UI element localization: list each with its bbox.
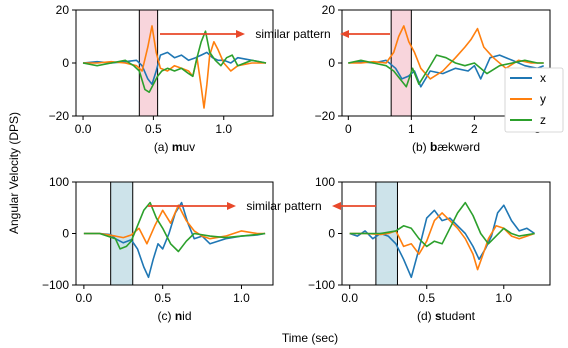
x-tick-label: 1: [408, 122, 415, 136]
annotation-label: similar pattern: [255, 27, 330, 41]
series-group: [83, 201, 266, 279]
series-line-z: [349, 201, 535, 248]
highlight-band: [390, 9, 412, 117]
caption-bold: s: [435, 309, 442, 323]
series-line-y: [83, 25, 266, 109]
series-line-x: [82, 51, 267, 85]
legend-box: [504, 67, 564, 133]
series-line-z: [348, 54, 544, 88]
x-tick-label: 0.5: [145, 122, 162, 136]
highlight-band: [110, 181, 134, 286]
x-tick-label: 0.0: [341, 291, 358, 305]
legend: x y z: [504, 67, 564, 133]
y-tick-label: 0: [62, 227, 69, 241]
x-tick-label: 0.5: [418, 291, 435, 305]
series-line-z: [83, 201, 266, 253]
y-tick-label: 100: [49, 175, 69, 189]
panel-2: 0.0 0.5 1.0 −100 0 100 (c) nid: [42, 175, 274, 323]
x-tick-label: 0.0: [75, 122, 92, 136]
panel-caption: (b) bækwərd: [412, 140, 480, 154]
series-group: [349, 201, 536, 279]
legend-label-y: y: [540, 92, 546, 106]
annotation-arrowhead-left: [340, 30, 349, 38]
x-axis-label: Time (sec): [282, 331, 338, 345]
panel-caption: (a) muv: [154, 140, 195, 154]
legend-label-z: z: [540, 113, 546, 127]
y-tick-label: −100: [42, 278, 69, 292]
annotation-top: similar pattern: [160, 27, 390, 41]
x-tick-label: 0.0: [76, 291, 93, 305]
x-tick-label: 1.0: [215, 122, 232, 136]
panel-3: 0.0 0.5 1.0 −100 0 100 (d) studənt: [308, 175, 551, 323]
series-group: [82, 25, 267, 109]
caption-rest: uv: [182, 140, 195, 154]
caption-rest: ækwərd: [437, 140, 480, 154]
y-tick-label: 100: [315, 175, 335, 189]
series-line-x: [348, 54, 545, 88]
panel-caption: (d) studənt: [417, 309, 476, 323]
series-line-z: [82, 30, 267, 93]
caption-letter: (a): [154, 140, 172, 154]
y-tick-label: 0: [328, 227, 335, 241]
annotation-bottom: similar pattern: [148, 199, 376, 213]
annotation-label: similar pattern: [246, 199, 321, 213]
annotation-arrowhead-right: [236, 30, 245, 38]
annotation-arrowhead-left: [332, 202, 341, 210]
series-line-x: [83, 201, 266, 279]
y-tick-label: −100: [308, 278, 335, 292]
y-tick-label: 0: [328, 56, 335, 70]
x-tick-label: 0: [345, 122, 352, 136]
y-axis-label: Angular Velocity (DPS): [7, 112, 21, 234]
annotation-arrowhead-right: [227, 202, 236, 210]
caption-letter: (d): [417, 309, 435, 323]
x-tick-label: 1.0: [495, 291, 512, 305]
caption-letter: (c): [157, 309, 174, 323]
caption-bold: m: [172, 140, 183, 154]
panel-0: 0.0 0.5 1.0 −20 0 20 (a) muv: [49, 3, 274, 154]
y-tick-label: −20: [315, 109, 336, 123]
legend-label-x: x: [540, 71, 546, 85]
y-tick-label: 0: [62, 56, 69, 70]
caption-bold: b: [430, 140, 437, 154]
y-tick-label: 20: [56, 3, 70, 17]
series-line-y: [83, 204, 266, 245]
series-line-y: [348, 25, 544, 80]
x-tick-label: 0.5: [154, 291, 171, 305]
caption-bold: n: [175, 309, 182, 323]
caption-letter: (b): [412, 140, 430, 154]
y-tick-label: 20: [322, 3, 336, 17]
x-tick-label: 1.0: [233, 291, 250, 305]
series-group: [348, 25, 545, 88]
caption-rest: id: [182, 309, 191, 323]
x-tick-label: 2: [471, 122, 478, 136]
y-tick-label: −20: [49, 109, 70, 123]
panel-caption: (c) nid: [157, 309, 191, 323]
caption-rest: tudənt: [442, 309, 476, 323]
highlight-band: [138, 9, 159, 117]
